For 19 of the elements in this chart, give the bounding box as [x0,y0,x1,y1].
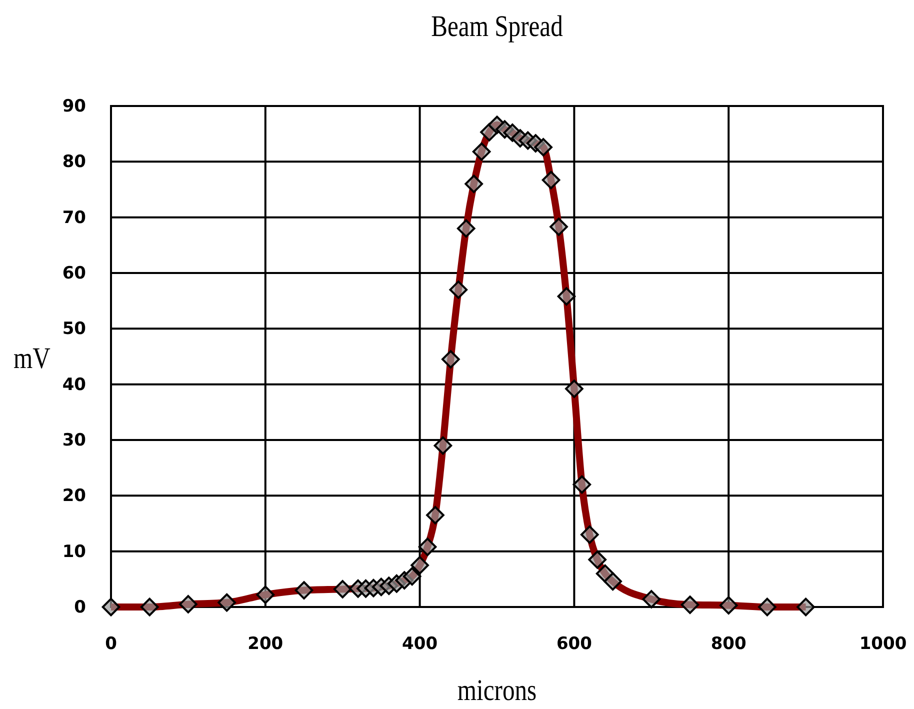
y-tick-label: 0 [74,597,86,618]
x-tick-label: 800 [710,634,747,654]
y-tick-label: 60 [62,263,86,284]
x-tick-label: 200 [248,634,284,654]
y-tick-label: 80 [62,152,86,172]
x-tick-label: 0 [105,634,118,654]
chart-title: Beam Spread [431,10,564,43]
x-tick-label: 1000 [859,634,907,654]
y-tick-label: 70 [62,208,86,228]
y-tick-label: 20 [62,486,86,506]
y-tick-label: 40 [62,374,86,395]
x-tick-label: 600 [556,634,592,654]
y-tick-label: 30 [62,430,86,450]
x-tick-label: 400 [402,634,438,654]
y-tick-label: 90 [62,96,86,116]
y-tick-label: 10 [62,542,86,562]
y-tick-label: 50 [62,319,86,340]
y-axis-title: mV [14,342,51,375]
x-axis-title: microns [457,674,537,707]
